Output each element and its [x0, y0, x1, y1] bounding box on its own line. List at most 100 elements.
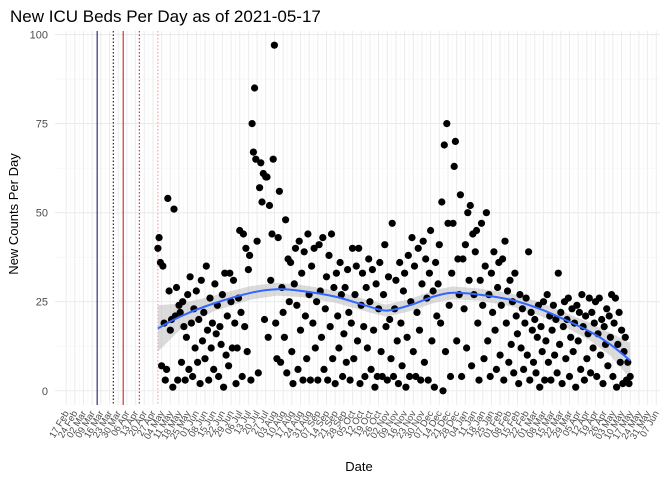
data-point — [218, 291, 226, 299]
data-point — [268, 230, 276, 238]
data-point — [569, 348, 577, 356]
data-point — [381, 241, 389, 249]
data-point — [403, 333, 411, 341]
data-point — [165, 287, 173, 295]
data-point — [458, 372, 466, 381]
data-point — [513, 330, 522, 338]
data-point — [451, 137, 459, 145]
data-point — [564, 294, 572, 302]
data-point — [353, 337, 362, 345]
y-tick-label: 100 — [30, 30, 48, 42]
data-point — [319, 234, 327, 242]
data-point — [207, 344, 215, 352]
data-point — [446, 372, 455, 381]
data-point — [527, 308, 535, 316]
data-point — [311, 344, 319, 352]
data-point — [392, 276, 400, 284]
data-point — [410, 262, 419, 270]
data-point — [223, 312, 231, 320]
data-point — [500, 376, 508, 384]
data-point — [396, 258, 404, 267]
data-point — [329, 355, 337, 363]
data-point — [419, 237, 427, 245]
data-point — [556, 340, 564, 348]
data-point — [299, 376, 307, 384]
data-point — [365, 255, 373, 263]
data-point — [479, 301, 487, 309]
data-point — [523, 351, 531, 359]
data-point — [614, 340, 622, 348]
data-point — [243, 348, 251, 356]
data-point — [194, 358, 202, 366]
data-point — [435, 241, 443, 249]
data-point — [548, 326, 556, 334]
data-point — [309, 319, 317, 327]
data-point — [159, 262, 167, 270]
data-point — [174, 376, 182, 384]
data-point — [486, 372, 494, 381]
data-point — [373, 372, 381, 381]
data-point — [427, 226, 435, 235]
data-point — [370, 326, 378, 334]
data-point — [552, 315, 560, 324]
data-point — [450, 162, 458, 170]
data-point — [339, 372, 347, 381]
data-point — [347, 319, 355, 327]
data-point — [502, 319, 510, 327]
data-point — [313, 298, 321, 306]
data-point — [232, 380, 240, 388]
data-point — [221, 269, 229, 277]
data-point — [516, 291, 524, 299]
data-point — [336, 258, 344, 267]
data-point — [177, 358, 186, 366]
data-point — [430, 383, 438, 391]
data-point — [285, 298, 293, 306]
data-point — [379, 291, 388, 299]
data-point — [280, 333, 288, 341]
data-point — [443, 120, 451, 128]
data-point — [272, 319, 280, 327]
data-point — [320, 365, 328, 373]
y-tick-label: 0 — [42, 386, 48, 398]
data-point — [317, 333, 326, 341]
data-point — [258, 198, 266, 206]
data-point — [179, 298, 187, 306]
data-point — [279, 308, 287, 316]
data-point — [362, 283, 370, 292]
data-point — [553, 369, 561, 377]
data-point — [409, 348, 417, 356]
data-point — [257, 159, 265, 167]
data-point — [517, 344, 525, 352]
data-point — [429, 287, 437, 295]
data-point — [401, 269, 409, 277]
data-point — [494, 283, 502, 292]
data-point — [538, 348, 546, 356]
data-point — [358, 269, 367, 277]
data-point — [220, 383, 228, 391]
data-point — [441, 348, 450, 356]
data-point — [595, 294, 603, 302]
data-point — [288, 348, 296, 356]
data-point — [471, 248, 479, 256]
data-point — [222, 351, 230, 359]
data-point — [161, 376, 169, 384]
data-point — [233, 344, 241, 352]
data-point — [389, 372, 398, 381]
data-point — [227, 298, 235, 306]
data-point — [537, 323, 545, 331]
data-point — [169, 383, 177, 391]
data-point — [425, 269, 433, 277]
data-point — [406, 372, 414, 381]
data-point — [402, 383, 410, 391]
data-point — [244, 266, 252, 274]
data-point — [492, 365, 500, 373]
data-point — [480, 355, 488, 363]
reference-lines — [96, 31, 159, 405]
data-point — [428, 337, 436, 345]
data-point — [254, 369, 262, 377]
grid — [55, 31, 660, 405]
data-point — [499, 255, 507, 263]
data-point — [376, 258, 384, 267]
